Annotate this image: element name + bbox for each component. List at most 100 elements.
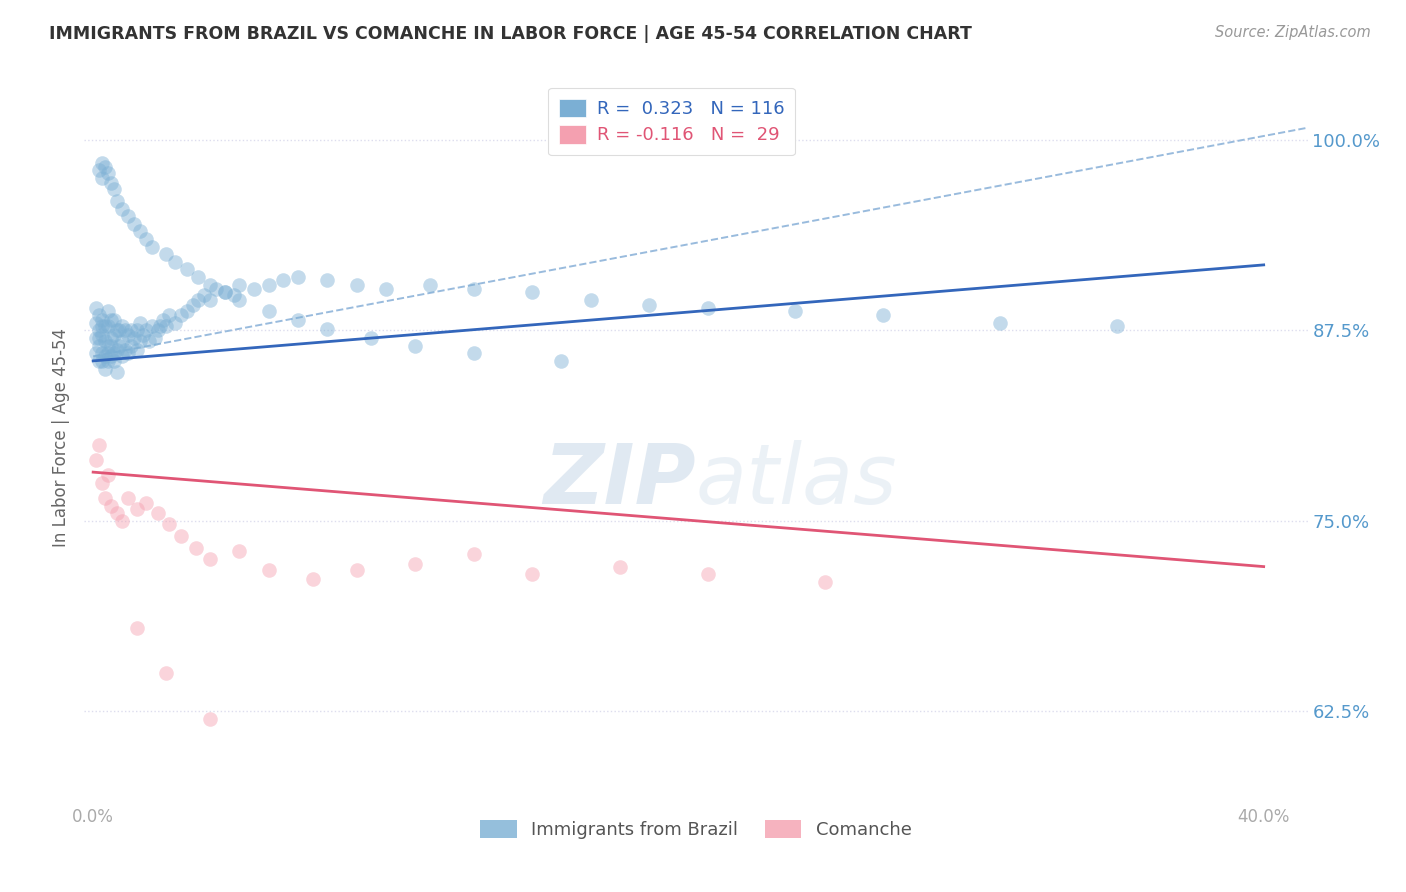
Text: IMMIGRANTS FROM BRAZIL VS COMANCHE IN LABOR FORCE | AGE 45-54 CORRELATION CHART: IMMIGRANTS FROM BRAZIL VS COMANCHE IN LA… [49, 25, 972, 43]
Point [111, 349, 134, 363]
Point [97, 354, 120, 368]
Point [157, 308, 180, 322]
Point [463, 548, 485, 562]
Point [122, 217, 145, 231]
Point [165, 316, 187, 330]
Point [122, 331, 145, 345]
Point [205, 282, 228, 296]
Point [117, 328, 139, 343]
Point [287, 270, 309, 285]
Point [404, 557, 426, 571]
Point [222, 288, 245, 302]
Point [579, 293, 602, 307]
Point [198, 552, 221, 566]
Point [198, 277, 221, 292]
Point [198, 712, 221, 726]
Point [100, 176, 122, 190]
Point [176, 262, 198, 277]
Point [257, 277, 280, 292]
Point [638, 297, 661, 311]
Point [94, 318, 117, 333]
Point [103, 354, 125, 368]
Point [155, 666, 177, 681]
Point [419, 277, 441, 292]
Point [87, 163, 110, 178]
Point [520, 567, 543, 582]
Point [143, 331, 166, 345]
Point [90, 318, 112, 333]
Point [129, 224, 152, 238]
Point [814, 574, 837, 589]
Point [696, 301, 718, 315]
Point [374, 282, 396, 296]
Point [149, 318, 172, 333]
Point [785, 303, 807, 318]
Point [520, 285, 543, 300]
Point [696, 567, 718, 582]
Point [117, 491, 139, 505]
Point [100, 499, 122, 513]
Point [94, 361, 117, 376]
Point [105, 343, 128, 358]
Point [609, 559, 631, 574]
Point [346, 277, 368, 292]
Point [94, 161, 117, 175]
Point [103, 346, 125, 360]
Point [463, 282, 485, 296]
Point [193, 288, 215, 302]
Point [97, 303, 120, 318]
Point [141, 318, 163, 333]
Point [111, 334, 134, 348]
Point [105, 323, 128, 337]
Point [105, 506, 128, 520]
Point [214, 285, 236, 300]
Point [100, 331, 122, 345]
Point [111, 202, 134, 216]
Point [90, 171, 112, 186]
Point [125, 501, 148, 516]
Point [90, 312, 112, 326]
Point [84, 346, 107, 360]
Point [111, 514, 134, 528]
Point [170, 529, 193, 543]
Point [84, 301, 107, 315]
Point [90, 354, 112, 368]
Point [257, 303, 280, 318]
Point [187, 270, 209, 285]
Point [125, 323, 148, 337]
Point [87, 438, 110, 452]
Point [90, 346, 112, 360]
Point [90, 155, 112, 169]
Point [94, 349, 117, 363]
Point [103, 182, 125, 196]
Point [550, 354, 572, 368]
Point [94, 334, 117, 348]
Point [316, 322, 339, 336]
Point [103, 328, 125, 343]
Point [146, 506, 169, 520]
Point [257, 563, 280, 577]
Y-axis label: In Labor Force | Age 45-54: In Labor Force | Age 45-54 [52, 327, 70, 547]
Point [105, 365, 128, 379]
Point [97, 318, 120, 333]
Point [94, 491, 117, 505]
Point [141, 239, 163, 253]
Point [184, 541, 207, 556]
Point [187, 293, 209, 307]
Point [165, 255, 187, 269]
Point [87, 338, 110, 352]
Point [146, 323, 169, 337]
Point [132, 328, 155, 343]
Point [117, 346, 139, 360]
Point [120, 323, 142, 337]
Point [97, 346, 120, 360]
Point [301, 572, 323, 586]
Point [114, 323, 136, 337]
Point [157, 516, 180, 531]
Point [155, 318, 177, 333]
Point [108, 338, 131, 352]
Point [97, 338, 120, 352]
Point [129, 334, 152, 348]
Point [135, 323, 157, 337]
Point [176, 303, 198, 318]
